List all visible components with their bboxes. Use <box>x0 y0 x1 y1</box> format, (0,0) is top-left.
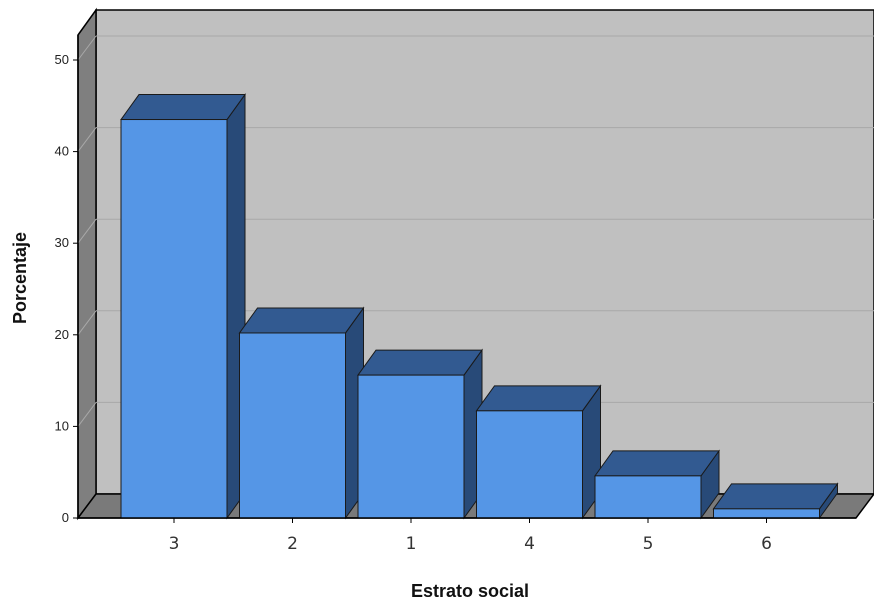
y-tick-label: 20 <box>55 327 69 342</box>
bars <box>120 92 839 520</box>
y-tick-label: 0 <box>62 510 69 525</box>
bar-front <box>120 119 228 519</box>
x-tick-label: 2 <box>287 534 298 554</box>
y-tick-label: 10 <box>55 418 69 433</box>
y-axis-title: Porcentaje <box>10 232 30 324</box>
bar-3 <box>120 92 246 520</box>
x-axis: 3 2 1 4 5 6 <box>78 517 856 554</box>
bar-front <box>594 475 702 519</box>
bar-top <box>712 483 839 510</box>
x-tick-label: 6 <box>761 534 772 554</box>
gridline-side <box>77 127 97 152</box>
side-wall <box>77 7 97 521</box>
gridline-side <box>77 402 97 427</box>
bar-top <box>238 307 365 334</box>
x-axis-title: Estrato social <box>411 581 529 601</box>
bar-front <box>476 410 583 519</box>
gridline-side <box>77 218 97 244</box>
bar-2 <box>238 306 365 520</box>
y-tick-label: 50 <box>55 52 69 67</box>
bar-1 <box>357 348 483 520</box>
bar-top <box>594 450 720 477</box>
bar-5 <box>594 449 720 520</box>
y-tick-label: 30 <box>55 235 69 250</box>
bar-top <box>475 385 602 412</box>
bar-top <box>120 94 246 121</box>
y-axis: 0 10 20 30 40 50 <box>55 35 79 525</box>
x-tick-label: 5 <box>643 534 654 554</box>
x-tick-label: 3 <box>169 534 180 554</box>
x-tick-label: 1 <box>406 534 417 554</box>
gridline-side <box>77 35 97 61</box>
bar-front <box>357 374 465 519</box>
bar-front <box>239 332 346 519</box>
bar-front <box>713 508 820 519</box>
gridline-side <box>77 310 97 336</box>
bar-4 <box>475 384 602 520</box>
bar-top <box>357 349 483 376</box>
y-tick-label: 40 <box>55 144 69 159</box>
bar-6 <box>712 482 839 520</box>
x-tick-label: 4 <box>524 534 535 554</box>
